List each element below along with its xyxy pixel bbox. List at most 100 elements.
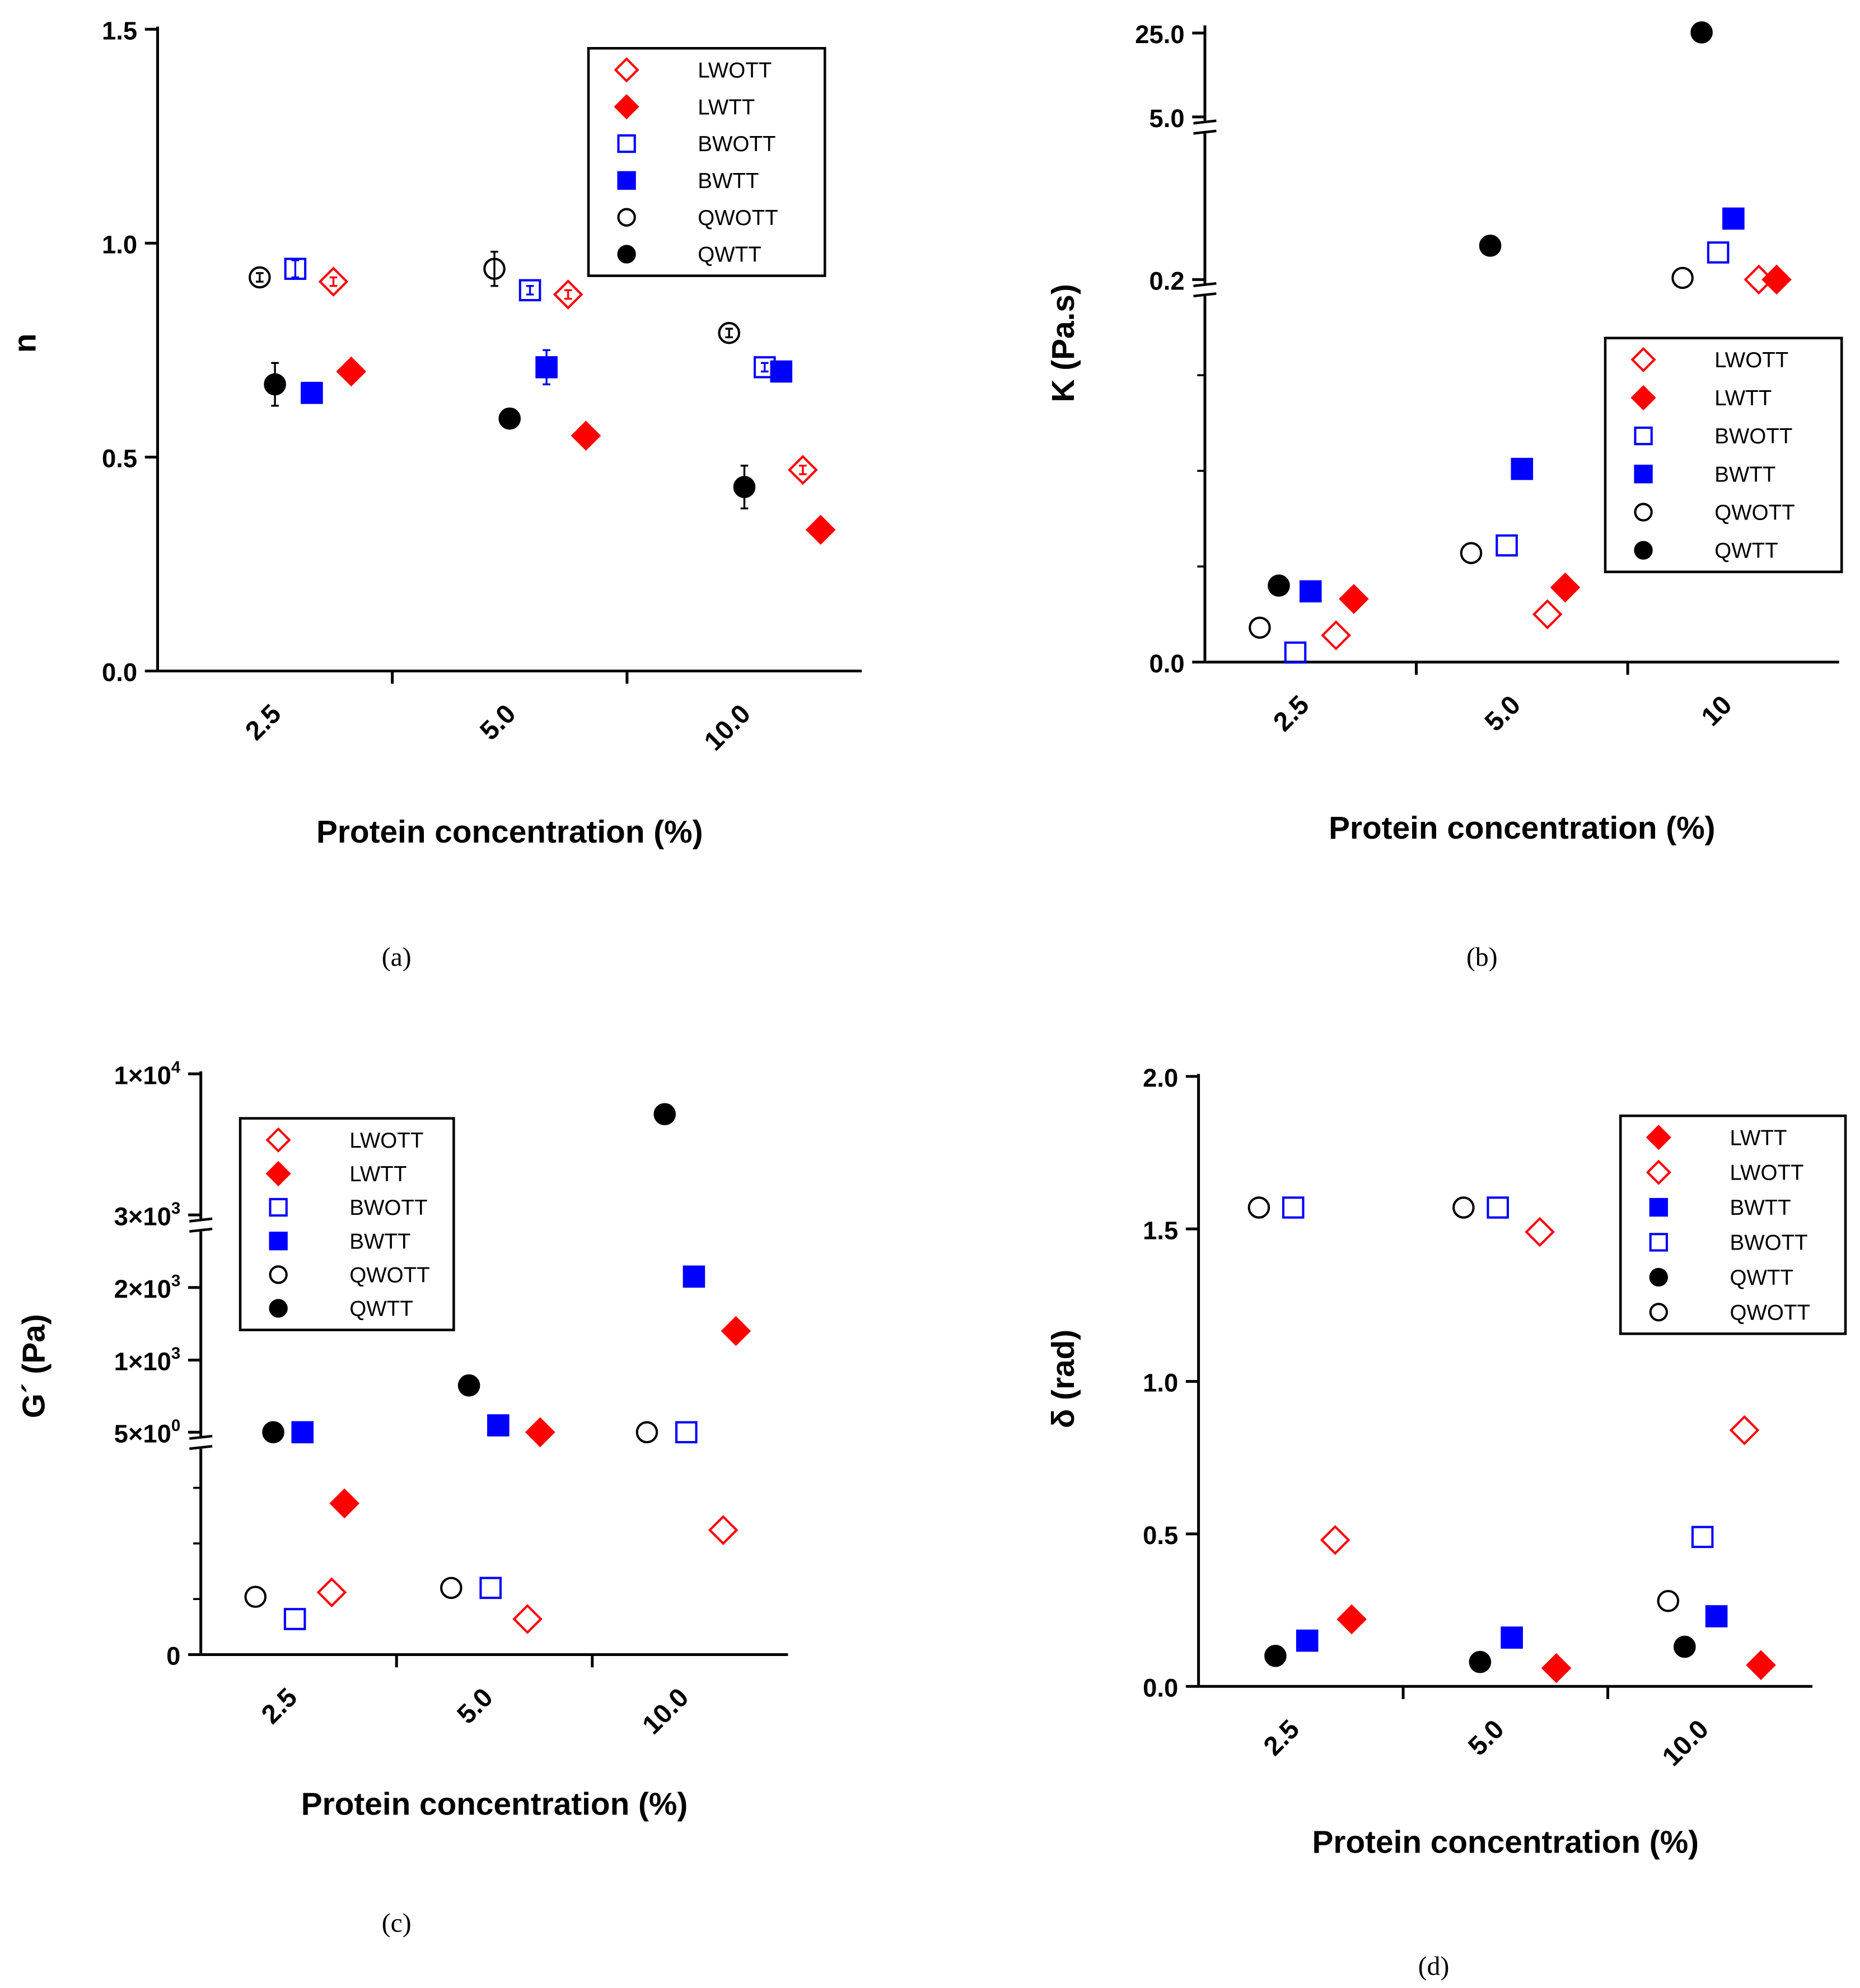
legend-marker-bwtt [617,171,636,190]
data-point-lwtt [1746,1650,1776,1680]
y-tick-label: 1.5 [1143,1216,1178,1245]
x-tick-label: 10.0 [637,1682,694,1740]
data-point-lwott [1320,1524,1350,1555]
legend-marker-bwott [617,134,636,153]
legend-label-qwtt: QWTT [1730,1266,1793,1290]
legend-marker-qwott [1634,503,1653,522]
legend-label-lwtt: LWTT [1730,1126,1787,1150]
axis-break-mark [189,1445,213,1451]
legend-label-lwtt: LWTT [1714,386,1772,410]
legend-label-lwtt: LWTT [349,1162,406,1186]
data-point-lwott [316,1577,347,1608]
legend-label-qwott: QWOTT [698,206,778,230]
legend-marker-bwtt [1649,1198,1669,1217]
x-tick-label: 2.5 [1258,1714,1305,1761]
panel-label: (c) [382,1909,412,1938]
legend-label-bwott: BWOTT [698,132,775,156]
data-point-lwott [1729,1415,1760,1446]
y-tick-label: 5.0 [1149,104,1185,133]
legend: LWOTT LWTT BWOTT BWTT QWOTT QWTT [239,1117,455,1331]
y-tick-label: 1.5 [102,16,137,45]
legend-marker-bwott [1634,426,1653,446]
x-tick-label: 2.5 [1268,690,1315,737]
axis-break-mark [1193,129,1217,135]
panel-label: (a) [382,943,412,972]
legend-label-qwtt: QWTT [698,243,761,267]
data-point-lwott [1532,599,1563,630]
data-point-bwtt [1705,1605,1728,1627]
legend-marker-bwtt [269,1231,288,1251]
x-axis-title: Protein concentration (%) [1312,1825,1699,1860]
y-tick-label: 3×103 [114,1199,181,1231]
legend-box [239,1117,455,1331]
legend-label-bwtt: BWTT [1730,1196,1791,1220]
axis-break-mark [189,1217,213,1223]
data-point-lwott [512,1604,543,1634]
legend-marker-qwott [269,1265,288,1284]
data-point-lwtt [805,514,836,545]
y-axis-title: δ (rad) [1046,1330,1081,1428]
legend-label-bwott: BWOTT [1714,424,1792,448]
y-tick-label: 0.5 [1143,1521,1178,1550]
data-point-bwott [518,279,541,302]
data-point-bwtt [1501,1626,1523,1649]
data-point-bwtt [1511,457,1534,480]
data-point-lwtt [571,420,601,451]
data-point-lwtt [336,356,367,387]
data-point-lwtt [1550,572,1581,603]
x-tick-label: 2.5 [240,699,287,746]
data-point-qwott [1671,266,1694,289]
legend-marker-bwtt [1634,465,1653,484]
x-tick-label: 10 [1696,690,1738,732]
data-point-qwott [1657,1589,1680,1612]
data-point-qwtt [1674,1635,1696,1658]
data-point-qwtt [457,1374,480,1397]
data-point-lwtt [1761,264,1792,295]
y-tick-label: 5×100 [114,1416,181,1448]
panel-c: 0 5×100 1×103 2×103 3×103 1×104 2.5 5.0 10.0 Prot… [16,1058,788,1938]
legend-marker-lwtt [265,1161,291,1186]
x-axis-title: Protein concentration (%) [301,1787,688,1822]
legend: LWOTT LWTT BWOTT BWTT QWOTT QWTT [1604,336,1843,573]
y-tick-label: 0 [166,1642,180,1671]
axis-break-mark [189,1434,213,1440]
data-point-qwott [1452,1196,1475,1219]
data-point-bwtt [487,1414,510,1437]
legend-label-qwott: QWOTT [1730,1301,1810,1325]
data-point-qwtt [1264,1645,1287,1667]
data-point-lwott [1525,1217,1555,1247]
legend-marker-bwott [1649,1233,1669,1252]
legend-box [587,46,826,277]
y-tick-label: 2×103 [114,1271,181,1303]
data-point-bwott [1282,1196,1305,1219]
x-tick-label: 2.5 [256,1682,303,1729]
panel-label: (b) [1466,943,1498,972]
y-axis-title: G´ (Pa) [16,1314,52,1418]
y-tick-label: 2.0 [1143,1064,1178,1092]
legend-marker-qwtt [1634,541,1653,560]
x-tick-label: 10.0 [1657,1714,1714,1772]
axis-break-mark [1193,282,1217,288]
data-point-bwott [675,1421,698,1444]
legend-label-lwott: LWOTT [1730,1161,1803,1185]
data-point-bwott [1707,241,1730,264]
y-tick-label: 25.0 [1135,20,1184,49]
legend-marker-lwott [1630,347,1656,373]
y-tick-label: 1.0 [1143,1369,1178,1397]
data-point-qwott [1249,616,1271,639]
data-point-bwtt [1296,1629,1319,1652]
legend-label-qwtt: QWTT [349,1297,413,1321]
panel-d: 0.0 0.5 1.0 1.5 2.0 2.5 5.0 10.0 Protein concent… [1046,1064,1847,1981]
x-tick-label: 5.0 [1462,1714,1510,1761]
axis-break-mark [189,1227,213,1233]
data-point-bwtt [770,360,793,383]
legend-label-lwott: LWOTT [1714,348,1788,372]
legend-marker-qwott [1649,1303,1669,1322]
data-point-bwott [1691,1526,1714,1549]
y-axis-title: n [8,334,43,353]
x-tick-label: 10.0 [699,699,756,756]
data-point-qwtt [1268,574,1290,597]
data-point-bwott [1496,534,1518,557]
data-point-lwott [318,266,349,297]
legend-label-bwott: BWOTT [349,1196,427,1220]
